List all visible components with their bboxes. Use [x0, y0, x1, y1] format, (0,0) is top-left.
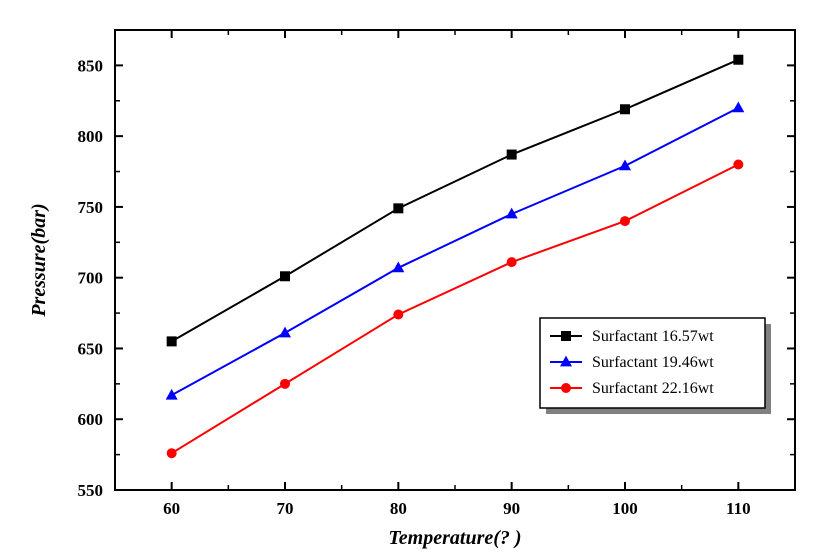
x-tick-label: 60	[163, 499, 180, 518]
marker-circle	[393, 309, 403, 319]
marker-circle	[167, 448, 177, 458]
series-0	[167, 55, 744, 347]
series-line	[172, 60, 739, 342]
pressure-temperature-chart: 60 70 80 90 100 110 550 600 650 700 750 800 850 Tempe…	[0, 0, 830, 558]
x-tick-label: 90	[503, 499, 520, 518]
marker-square	[393, 203, 403, 213]
marker-square	[167, 336, 177, 346]
marker-circle	[733, 159, 743, 169]
x-tick-label: 70	[277, 499, 294, 518]
chart-container: 60 70 80 90 100 110 550 600 650 700 750 800 850 Tempe…	[0, 0, 830, 558]
marker-square	[733, 55, 743, 65]
x-tick-label: 80	[390, 499, 407, 518]
marker-square	[280, 271, 290, 281]
legend-label: Surfactant 22.16wt	[592, 380, 714, 397]
marker-circle	[561, 383, 571, 393]
marker-circle	[620, 216, 630, 226]
y-tick-label: 750	[78, 198, 104, 217]
marker-square	[620, 104, 630, 114]
y-tick-label: 650	[78, 339, 104, 358]
marker-circle	[280, 379, 290, 389]
marker-square	[561, 331, 571, 341]
y-tick-label: 550	[78, 481, 104, 500]
legend-label: Surfactant 19.46wt	[592, 354, 714, 371]
marker-square	[507, 150, 517, 160]
y-tick-label: 800	[78, 127, 104, 146]
marker-triangle	[619, 160, 631, 171]
x-tick-label: 110	[726, 499, 751, 518]
y-tick-label: 700	[78, 269, 104, 288]
y-axis-label: Pressure(bar)	[28, 203, 50, 317]
plot-frame	[115, 30, 795, 490]
x-tick-label: 100	[612, 499, 638, 518]
marker-circle	[507, 257, 517, 267]
x-axis-label: Temperature(? )	[388, 527, 521, 549]
y-tick-label: 600	[78, 410, 104, 429]
y-tick-label: 850	[78, 56, 104, 75]
legend-label: Surfactant 16.57wt	[592, 328, 714, 345]
marker-triangle	[166, 389, 178, 400]
marker-triangle	[732, 102, 744, 113]
marker-triangle	[279, 327, 291, 338]
